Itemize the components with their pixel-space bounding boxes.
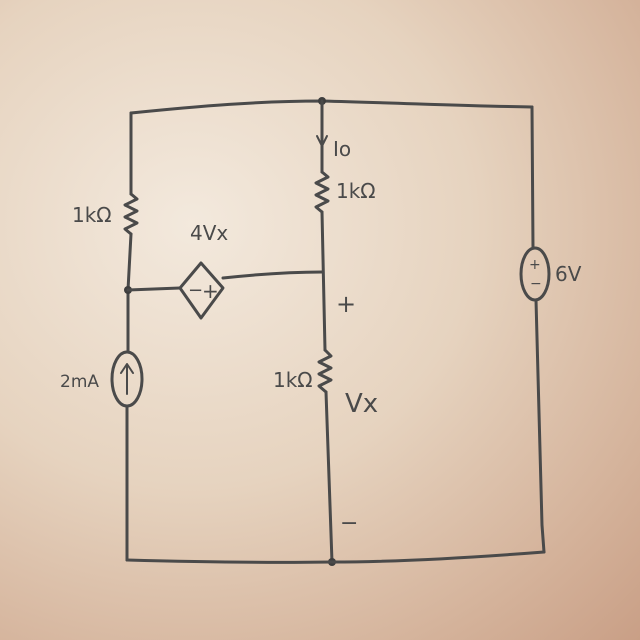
left-resistor-label: 1kΩ [72,203,112,227]
voltage-source-label: 6V [555,262,582,286]
left-resistor [123,192,139,236]
io-label: Io [333,137,351,161]
top-resistor-label: 1kΩ [336,179,376,203]
vx-plus: + [336,290,356,318]
dependent-wire-right [221,270,324,280]
right-wire-top [530,105,535,250]
bottom-resistor [317,348,333,394]
vx-label: Vx [345,389,378,419]
io-arrow-icon [316,135,328,147]
dependent-voltage-source [178,261,225,320]
voltage-source-plus: + [529,257,541,273]
bottom-resistor-label: 1kΩ [273,368,313,392]
voltage-source-minus: − [530,276,542,292]
bottom-wire [125,550,546,564]
dependent-source-label: 4Vx [190,221,228,245]
dependent-source-minus: − [188,280,203,301]
right-wire-bottom [534,298,546,554]
middle-wire-mid [320,210,327,352]
current-arrow-icon [120,363,134,395]
vx-minus: − [340,511,358,536]
voltage-source [519,246,551,302]
top-wire [129,99,534,115]
dependent-source-plus: + [202,279,219,303]
current-source-label: 2mA [60,372,99,392]
dependent-wire-left [126,286,182,292]
middle-wire-bottom [324,390,334,564]
top-resistor [314,170,330,214]
